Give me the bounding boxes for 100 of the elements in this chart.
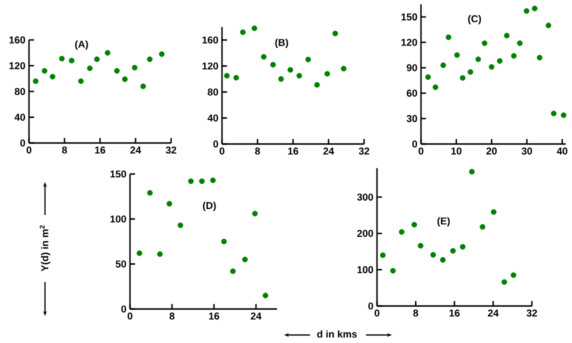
point [157,251,163,257]
point [460,75,466,81]
point [488,64,494,70]
y-tick-label: 40 [208,114,218,122]
x-tick-label: 30 [522,148,532,155]
y-tick-label: 80 [14,88,26,95]
y-tick-label: 200 [357,230,374,237]
x-axis-title: d in kms [317,330,357,338]
point [146,56,153,62]
y-tick-label: 50 [116,260,126,268]
point [224,72,230,79]
y-tick-label: 90 [406,64,418,72]
point [469,168,475,174]
x-tick-label: 0 [374,310,380,317]
point [468,69,474,75]
x-tick-label: 40 [556,148,568,155]
point [496,58,503,64]
y-tick-label: 150 [110,170,126,178]
point [87,65,93,72]
point [296,72,302,79]
x-tick-label: 32 [166,146,176,154]
point [59,56,65,62]
point [230,268,236,274]
x-tick-label: 24 [488,310,499,316]
point [132,64,138,70]
x-tick-label: 8 [62,146,67,154]
point [411,222,418,228]
point [454,52,460,58]
point [252,25,258,32]
point [501,279,508,285]
y-tick-label: 300 [357,194,374,201]
point [210,178,216,184]
point [262,292,268,298]
point [398,229,404,235]
point [147,190,153,196]
y-tick-label: 100 [357,266,374,274]
point [536,54,542,60]
point [104,50,110,56]
point [305,56,311,62]
point [510,272,516,278]
point [114,68,120,74]
y-tick-label: 100 [110,215,126,223]
x-tick-label: 16 [209,312,220,320]
point [511,53,517,59]
point [418,242,424,249]
y-tick-label: 0 [368,302,374,310]
x-tick-label: 32 [526,310,538,317]
point [288,67,294,73]
point [78,78,84,84]
text: (E) [437,217,450,226]
y-axis-title: Υ(d) in m$^{2}$ [40,225,50,272]
point [252,210,258,216]
y-tick-label: 120 [401,38,418,46]
point [324,70,330,77]
point [380,252,386,258]
point [390,268,396,274]
y-tick-label: 60 [406,90,418,97]
point [432,84,438,90]
point [270,62,276,68]
point [450,248,456,254]
y-tick-label: 0 [20,139,26,147]
point [546,22,552,28]
point [480,224,486,230]
x-tick-label: 32 [358,148,370,155]
point [440,257,446,263]
point [240,29,246,35]
text: (B) [275,38,288,48]
point [340,66,346,72]
point [560,112,566,118]
point [490,209,496,215]
x-tick-label: 16 [450,310,460,317]
text: (C) [468,14,481,24]
x-tick-label: 24 [250,312,262,320]
point [425,74,431,80]
point [532,6,538,12]
x-tick-label: 20 [486,148,497,155]
y-tick-label: 160 [9,36,26,44]
y-tick-label: 0 [412,140,418,148]
point [260,54,267,60]
point [332,30,338,36]
x-tick-label: 10 [451,148,462,155]
point [440,62,446,68]
x-tick-label: 0 [26,146,32,154]
point [178,222,184,228]
point [50,74,56,80]
point [517,40,523,46]
point [446,34,452,40]
point [68,58,74,64]
point [242,256,248,262]
point [460,244,466,250]
point [140,84,146,90]
x-tick-label: 24 [130,146,142,154]
point [430,252,436,258]
y-tick-label: 120 [202,62,218,70]
y-tick-label: 150 [401,13,418,20]
x-tick-label: 8 [255,148,260,155]
point [278,76,284,82]
point [158,51,165,57]
x-tick-label: 8 [413,310,418,317]
x-tick-label: 16 [95,146,106,154]
